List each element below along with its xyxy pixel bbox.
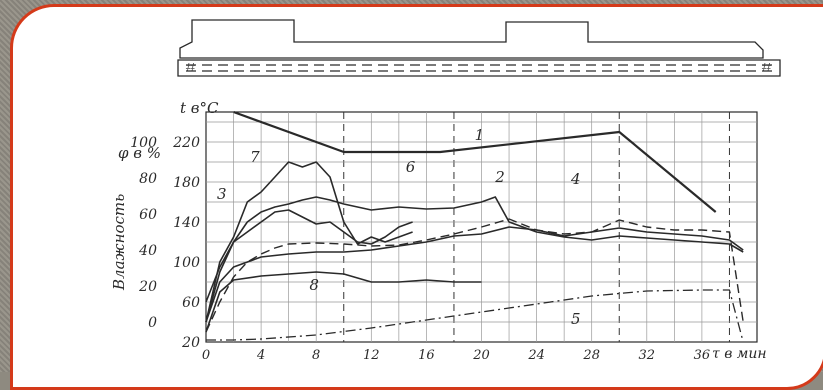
series-line-1 <box>233 110 717 213</box>
x-tick-label: 8 <box>312 348 320 363</box>
curve-label-2: 2 <box>494 168 505 186</box>
curve-label-3: 3 <box>217 185 227 203</box>
series-line-2 <box>205 196 744 303</box>
x-tick-label: 32 <box>639 348 656 363</box>
figure-card <box>10 4 823 390</box>
x-tick-label: 24 <box>527 348 545 363</box>
phi-tick-label: 40 <box>138 243 157 259</box>
curve-label-4: 4 <box>570 170 581 188</box>
temp-tick-label: 60 <box>182 295 200 311</box>
series-lines <box>205 110 744 343</box>
series-line-4 <box>205 226 744 323</box>
curve-label-5: 5 <box>571 310 581 328</box>
x-axis-label: τ в мин <box>712 346 767 362</box>
x-tick-label: 4 <box>256 348 265 363</box>
curve-labels: 1 2 3 4 5 6 7 8 <box>217 126 581 328</box>
x-tick-label: 28 <box>582 348 600 363</box>
series-line-6 <box>205 209 413 323</box>
series-line-8 <box>205 271 482 333</box>
svg-text:‡‡: ‡‡ <box>761 63 772 73</box>
curve-label-7: 7 <box>250 148 260 166</box>
temp-tick-label: 180 <box>173 175 200 191</box>
x-tick-label: 16 <box>418 348 435 363</box>
curve-label-6: 6 <box>406 158 416 176</box>
chart-figure: ‡‡ ‡‡ 0 4 8 12 16 20 24 28 32 3620601001401802200… <box>110 19 781 363</box>
curve-label-1: 1 <box>475 126 485 144</box>
temp-tick-label: 220 <box>172 135 200 151</box>
temp-axis-label: t в°C <box>180 99 219 117</box>
kiln-schematic: ‡‡ ‡‡ <box>177 19 781 77</box>
x-tick-label: 36 <box>694 348 711 363</box>
phi-tick-label: 100 <box>130 135 157 151</box>
svg-text:‡‡: ‡‡ <box>185 63 196 73</box>
phi-tick-label: 0 <box>148 315 157 331</box>
x-tick-label: 12 <box>363 348 380 363</box>
phi-tick-label: 20 <box>138 279 157 295</box>
curve-label-8: 8 <box>309 276 319 294</box>
temp-tick-label: 140 <box>173 215 200 231</box>
series-line-3 <box>205 218 744 333</box>
temp-tick-label: 100 <box>173 255 200 271</box>
x-tick-label: 0 <box>202 348 210 363</box>
phi-tick-label: 60 <box>139 207 157 223</box>
x-tick-label: 20 <box>472 348 490 363</box>
humidity-axis-label: Влажность <box>110 194 128 291</box>
series-line-7 <box>205 161 413 323</box>
tick-labels: 0 4 8 12 16 20 24 28 32 3620601001401802200204060… <box>130 135 710 363</box>
phi-tick-label: 80 <box>139 171 157 187</box>
phi-axis-label: φ в % <box>118 144 161 162</box>
temp-tick-label: 20 <box>181 335 200 351</box>
series-line-5 <box>206 289 744 343</box>
